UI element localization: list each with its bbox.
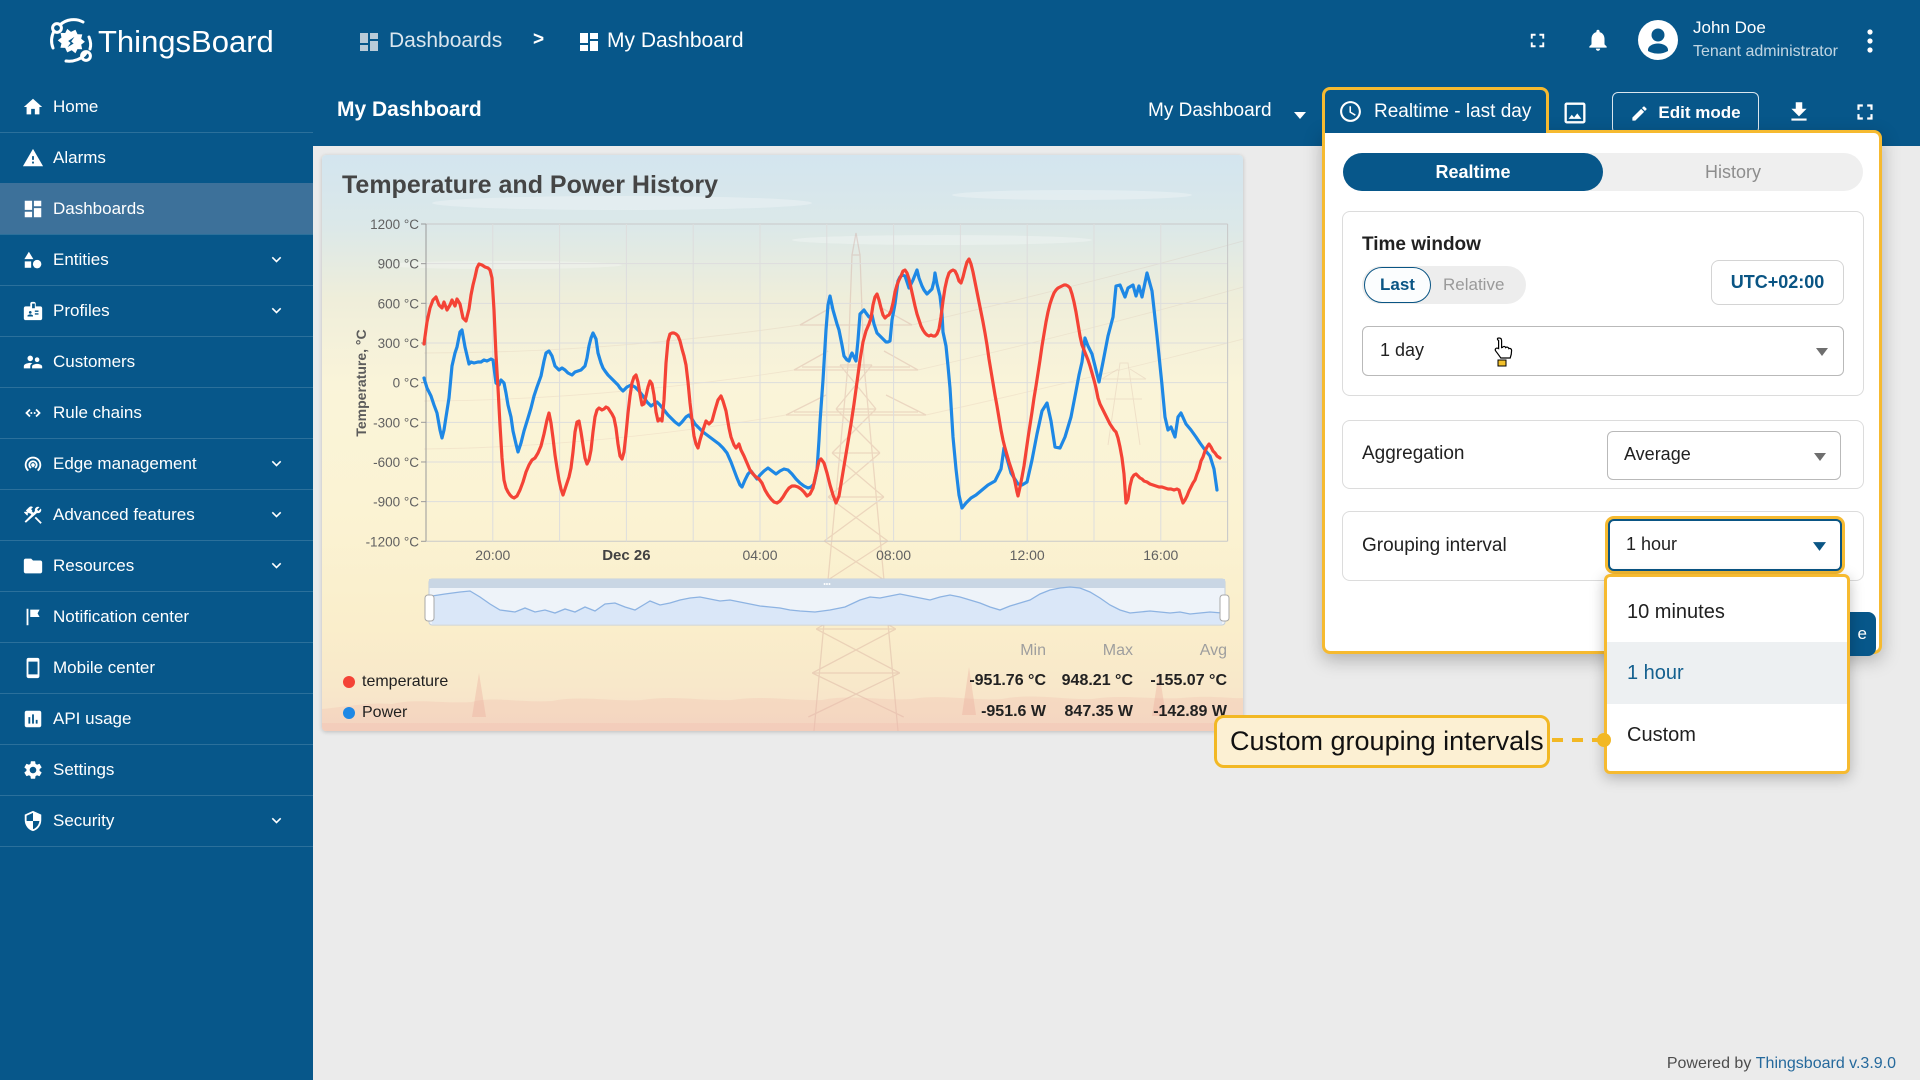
svg-text:900 °C: 900 °C <box>378 257 420 272</box>
svg-text:600 °C: 600 °C <box>378 296 420 311</box>
svg-text:Temperature, °C: Temperature, °C <box>353 329 369 436</box>
svg-text:16:00: 16:00 <box>1143 547 1178 563</box>
svg-text:•••: ••• <box>823 582 831 589</box>
svg-text:1200 °C: 1200 °C <box>370 217 419 232</box>
svg-text:300 °C: 300 °C <box>378 336 420 351</box>
svg-text:0 °C: 0 °C <box>393 376 420 391</box>
svg-text:-600 °C: -600 °C <box>373 455 419 470</box>
svg-text:20:00: 20:00 <box>475 547 510 563</box>
svg-text:-300 °C: -300 °C <box>373 415 419 430</box>
svg-text:-1200 °C: -1200 °C <box>366 534 420 549</box>
svg-text:12:00: 12:00 <box>1010 547 1045 563</box>
svg-text:Dec 26: Dec 26 <box>602 547 650 564</box>
svg-text:-900 °C: -900 °C <box>373 495 419 510</box>
svg-text:08:00: 08:00 <box>876 547 911 563</box>
svg-text:04:00: 04:00 <box>742 547 777 563</box>
